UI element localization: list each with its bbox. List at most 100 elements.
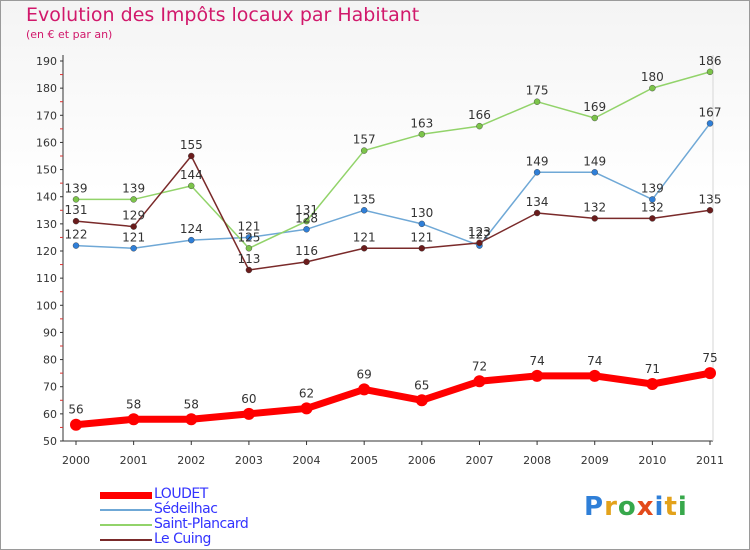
data-point — [591, 169, 598, 176]
x-tick-label: 2007 — [465, 454, 493, 467]
data-label: 139 — [122, 181, 145, 195]
data-label: 69 — [357, 367, 372, 381]
data-point — [245, 245, 253, 252]
data-label: 144 — [180, 168, 203, 182]
x-tick-label: 2008 — [523, 454, 551, 467]
data-point — [72, 196, 80, 203]
data-label: 122 — [468, 228, 491, 242]
data-label: 128 — [295, 211, 318, 225]
data-point — [418, 245, 426, 252]
data-label: 132 — [583, 200, 606, 214]
logo-letter: x — [636, 492, 655, 522]
legend-label: Sédeilhac — [154, 501, 218, 517]
y-tick-label: 90 — [43, 326, 57, 339]
data-point — [300, 402, 313, 415]
data-label: 139 — [65, 181, 88, 195]
legend-label: Le Cuing — [154, 531, 211, 547]
x-tick-label: 2009 — [581, 454, 609, 467]
legend-swatch — [100, 509, 152, 511]
data-label: 58 — [184, 397, 199, 411]
y-tick-label: 170 — [36, 109, 57, 122]
logo-letter: i — [677, 492, 688, 522]
data-point — [70, 418, 82, 431]
data-point — [476, 122, 483, 130]
data-label: 60 — [241, 392, 256, 406]
y-tick-label: 70 — [43, 381, 57, 394]
data-point — [130, 245, 137, 252]
data-point — [245, 266, 253, 274]
y-tick-label: 80 — [43, 354, 57, 367]
data-point — [188, 152, 195, 160]
data-point — [185, 413, 198, 426]
series-sedeilhac — [72, 120, 714, 252]
data-label: 71 — [645, 362, 660, 376]
data-point — [588, 369, 601, 382]
data-point — [360, 207, 368, 214]
data-label: 75 — [702, 351, 717, 365]
data-label: 180 — [641, 70, 664, 84]
data-point — [649, 215, 656, 222]
data-label: 123 — [468, 225, 491, 239]
data-point — [360, 245, 368, 252]
data-point — [649, 84, 656, 92]
series-line-saint-plancard — [76, 71, 711, 250]
data-label: 122 — [65, 228, 88, 242]
series-line-sedeilhac — [75, 122, 711, 250]
data-point — [72, 217, 80, 225]
data-label: 74 — [587, 354, 602, 368]
y-tick-label: 110 — [36, 272, 57, 285]
axes — [60, 55, 714, 445]
data-label: 131 — [295, 203, 318, 217]
data-point — [303, 217, 310, 225]
logo-letter: P — [584, 492, 605, 522]
data-label: 135 — [699, 192, 722, 206]
data-label: 113 — [237, 252, 260, 266]
data-point — [358, 383, 371, 396]
y-tick-label: 140 — [36, 191, 57, 204]
x-tick-label: 2011 — [696, 454, 724, 467]
data-point — [418, 220, 426, 228]
data-point — [188, 182, 195, 190]
data-point — [531, 369, 544, 382]
data-point — [130, 196, 137, 203]
data-point — [533, 209, 541, 217]
data-point — [704, 367, 716, 380]
data-label: 166 — [468, 108, 491, 122]
logo-letter: o — [617, 492, 637, 522]
data-label: 121 — [353, 230, 376, 244]
data-point — [188, 236, 195, 244]
legend-label: LOUDET — [154, 486, 208, 502]
data-label: 121 — [122, 230, 145, 244]
data-label: 134 — [526, 195, 549, 209]
y-tick-label: 50 — [43, 435, 57, 448]
series-line-loudet — [75, 369, 711, 429]
data-label: 121 — [410, 230, 433, 244]
data-point — [418, 131, 426, 138]
data-point — [415, 394, 428, 407]
data-point — [476, 239, 483, 247]
logo-letter: r — [604, 492, 618, 522]
data-label: 129 — [122, 209, 145, 223]
data-label: 167 — [699, 105, 722, 119]
data-label: 58 — [126, 397, 141, 411]
chart-title: Evolution des Impôts locaux par Habitant — [26, 4, 420, 26]
x-tick-label: 2002 — [177, 454, 205, 467]
y-tick-label: 60 — [43, 408, 57, 421]
data-label: 155 — [180, 138, 203, 152]
y-tick-label: 190 — [36, 55, 57, 68]
data-label: 74 — [529, 354, 544, 368]
legend-swatch — [100, 524, 152, 526]
data-label: 149 — [583, 154, 606, 168]
series-saint-plancard — [72, 68, 714, 252]
data-label: 130 — [410, 206, 433, 220]
series-line-le-cuing — [75, 155, 711, 271]
series-loudet — [70, 367, 716, 431]
y-tick-label: 130 — [36, 218, 57, 231]
data-point — [533, 169, 541, 176]
data-point — [706, 207, 714, 214]
legend-label: Saint-Plancard — [154, 516, 249, 532]
data-point — [245, 234, 253, 241]
y-tick-label: 100 — [36, 299, 57, 312]
